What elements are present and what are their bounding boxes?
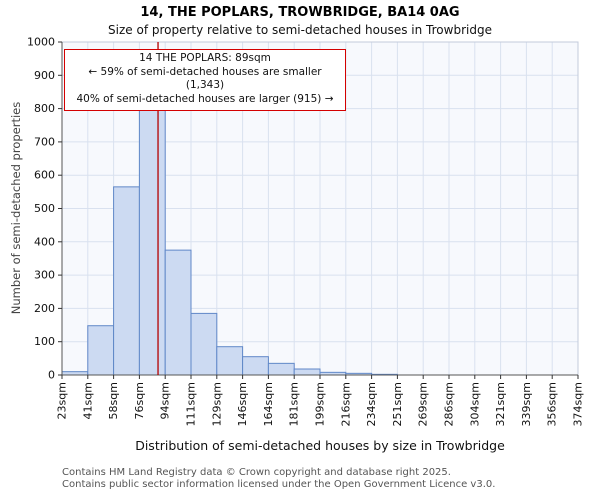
y-tick-label: 1000 [27,36,55,49]
footer: Contains HM Land Registry data © Crown c… [62,467,495,491]
y-axis-label: Number of semi-detached properties [9,101,23,315]
x-tick-label: 76sqm [133,382,146,419]
annotation-smaller-line: ← 59% of semi-detached houses are smalle… [88,65,322,92]
chart-subtitle: Size of property relative to semi-detach… [108,23,492,37]
x-tick-label: 129sqm [210,382,223,426]
histogram-bar [113,186,140,376]
y-tick-label: 300 [34,269,55,282]
x-tick-label: 251sqm [391,382,404,426]
annotation-property-line: 14 THE POPLARS: 89sqm [139,52,271,64]
x-tick-label: 269sqm [417,382,430,426]
y-tick-label: 600 [34,169,55,182]
histogram-bar [267,362,295,376]
x-tick-label: 146sqm [236,382,249,426]
annotation-box: 14 THE POPLARS: 89sqm ← 59% of semi-deta… [64,49,346,111]
x-axis-label: Distribution of semi-detached houses by … [135,438,505,453]
y-tick-label: 500 [34,202,55,215]
footer-line-1: Contains HM Land Registry data © Crown c… [62,467,451,478]
x-tick-label: 164sqm [262,382,275,426]
y-tick-label: 800 [34,102,55,115]
x-tick-label: 356sqm [546,382,559,426]
x-tick-label: 23sqm [56,382,69,419]
y-tick-label: 400 [34,235,55,248]
histogram-bar [190,312,218,376]
histogram-bar [293,368,321,376]
x-tick-label: 94sqm [159,382,172,419]
x-tick-label: 111sqm [185,382,198,426]
x-tick-label: 374sqm [572,382,585,426]
x-tick-label: 41sqm [81,382,94,419]
y-tick-label: 900 [34,69,55,82]
histogram-bar [164,249,192,376]
x-tick-label: 234sqm [365,382,378,426]
histogram-bar [242,356,269,376]
histogram-bar [87,325,115,376]
y-tick-label: 700 [34,135,55,148]
x-tick-label: 321sqm [494,382,507,426]
x-tick-label: 286sqm [443,382,456,426]
x-tick-label: 339sqm [520,382,533,426]
x-tick-label: 58sqm [107,382,120,419]
histogram-bar [138,106,166,376]
y-tick-label: 0 [48,369,55,382]
footer-line-2: Contains public sector information licen… [62,479,496,490]
y-tick-label: 200 [34,302,55,315]
histogram-bar [216,346,244,376]
x-tick-label: 304sqm [468,382,481,426]
y-tick-label: 100 [34,335,55,348]
x-tick-label: 216sqm [339,382,352,426]
chart-title: 14, THE POPLARS, TROWBRIDGE, BA14 0AG [140,5,460,20]
annotation-larger-line: 40% of semi-detached houses are larger (… [76,92,334,105]
x-tick-label: 199sqm [314,382,327,426]
x-tick-label: 181sqm [288,382,301,426]
